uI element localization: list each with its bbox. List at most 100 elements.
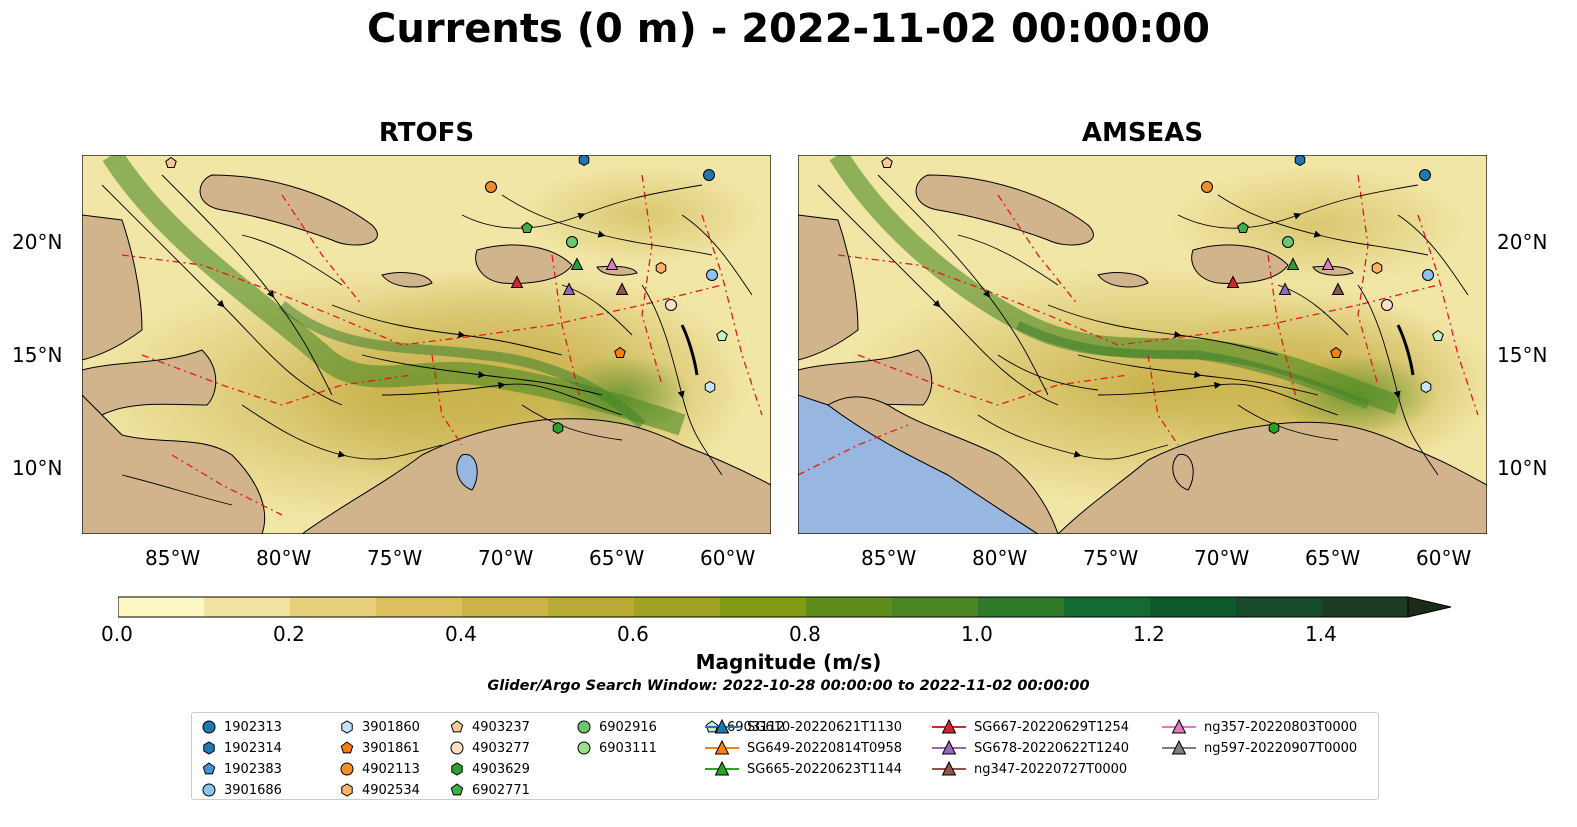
float-marker-icon xyxy=(1286,257,1300,270)
colorbar-segment xyxy=(376,597,463,617)
legend-label: SG665-20220623T1144 xyxy=(747,761,903,777)
legend-label: 3901860 xyxy=(362,719,420,735)
triangle-marker-icon xyxy=(1162,719,1196,734)
colorbar-tick-label: 0.6 xyxy=(617,622,649,646)
colorbar-tick-label: 1.2 xyxy=(1133,622,1165,646)
float-marker-icon xyxy=(1282,236,1294,248)
legend-label: 4903237 xyxy=(472,719,530,735)
pentagon-marker-icon xyxy=(450,720,464,733)
colorbar-tick-label: 1.4 xyxy=(1305,622,1337,646)
float-marker-icon xyxy=(703,169,715,181)
lon-tick-label: 75°W xyxy=(1083,546,1139,570)
lon-tick-label: 70°W xyxy=(478,546,534,570)
float-marker-icon xyxy=(1278,282,1292,295)
colorbar-title: Magnitude (m/s) xyxy=(695,650,882,674)
legend-label: 1902313 xyxy=(224,719,282,735)
float-marker-icon xyxy=(1331,282,1345,295)
legend: 1902313 1902314 1902383 3901686 3901860 39018… xyxy=(191,712,1379,800)
float-marker-icon xyxy=(1268,421,1280,435)
colorbar-tick-label: 0.0 xyxy=(101,622,133,646)
legend-item: SG678-20220622T1240 xyxy=(932,738,1129,758)
legend-item: 1902313 xyxy=(202,717,282,737)
colorbar-segment xyxy=(1322,597,1409,617)
legend-item: SG610-20220621T1130 xyxy=(705,717,902,737)
legend-label: 6903112 xyxy=(727,719,785,735)
legend-item: 4903237 xyxy=(450,717,530,737)
triangle-marker-icon xyxy=(932,740,966,755)
float-marker-icon xyxy=(1201,181,1213,193)
float-marker-icon xyxy=(1420,380,1432,394)
float-marker-icon xyxy=(1381,299,1393,311)
circle-marker-icon xyxy=(202,783,216,797)
float-marker-icon xyxy=(1419,169,1431,181)
colorbar-extend-triangle-icon xyxy=(1407,596,1452,618)
lat-tick-label: 10°N xyxy=(1497,456,1548,480)
float-marker-icon xyxy=(552,421,564,435)
lat-tick-label: 15°N xyxy=(12,343,63,367)
float-marker-icon xyxy=(1432,329,1444,341)
colorbar-segment xyxy=(1236,597,1323,617)
colorbar-segment xyxy=(892,597,979,617)
lat-tick-label: 20°N xyxy=(1497,230,1548,254)
legend-label: SG649-20220814T0958 xyxy=(747,740,903,756)
float-marker-icon xyxy=(1422,269,1434,281)
legend-label: 3901861 xyxy=(362,740,420,756)
triangle-marker-icon xyxy=(1162,740,1196,755)
legend-label: 4903277 xyxy=(472,740,530,756)
lon-tick-label: 80°W xyxy=(972,546,1028,570)
float-marker-icon xyxy=(704,380,716,394)
float-marker-icon xyxy=(655,261,667,275)
colorbar-tick-label: 0.8 xyxy=(789,622,821,646)
circle-marker-icon xyxy=(577,720,591,734)
circle-marker-icon xyxy=(202,720,216,734)
lat-tick-label: 20°N xyxy=(12,230,63,254)
legend-label: 1902383 xyxy=(224,761,282,777)
triangle-marker-icon xyxy=(932,719,966,734)
circle-marker-icon xyxy=(577,741,591,755)
colorbar xyxy=(118,596,1452,618)
colorbar-segment xyxy=(204,597,291,617)
legend-item: 4903277 xyxy=(450,738,530,758)
triangle-marker-icon xyxy=(705,761,739,776)
legend-item: 3901861 xyxy=(340,738,420,758)
colorbar-tick-label: 0.2 xyxy=(273,622,305,646)
colorbar-segment xyxy=(1150,597,1237,617)
lat-tick-label: 15°N xyxy=(1497,343,1548,367)
float-marker-icon xyxy=(1371,261,1383,275)
legend-label: 6903111 xyxy=(599,740,657,756)
legend-label: 4902534 xyxy=(362,782,420,798)
float-marker-icon xyxy=(665,299,677,311)
float-marker-icon xyxy=(716,329,728,341)
float-marker-icon xyxy=(165,156,177,168)
colorbar-segment xyxy=(806,597,893,617)
lon-tick-label: 75°W xyxy=(367,546,423,570)
colorbar-segment xyxy=(978,597,1065,617)
map-amseas xyxy=(798,155,1487,534)
legend-label: SG610-20220621T1130 xyxy=(747,719,903,735)
float-marker-icon xyxy=(706,269,718,281)
colorbar-segment xyxy=(118,597,205,617)
map-rtofs xyxy=(82,155,771,534)
legend-label: SG678-20220622T1240 xyxy=(974,740,1130,756)
float-marker-icon xyxy=(614,346,626,358)
legend-item: 1902383 xyxy=(202,759,282,779)
circle-marker-icon xyxy=(450,741,464,755)
legend-label: ng597-20220907T0000 xyxy=(1204,740,1358,756)
legend-item: 4903629 xyxy=(450,759,530,779)
legend-label: 1902314 xyxy=(224,740,282,756)
legend-item: 3901686 xyxy=(202,780,282,800)
legend-item: 6903111 xyxy=(577,738,657,758)
lon-tick-label: 65°W xyxy=(589,546,645,570)
float-marker-icon xyxy=(562,282,576,295)
hexagon-marker-icon xyxy=(203,741,215,755)
lon-tick-label: 60°W xyxy=(700,546,756,570)
legend-label: 4903629 xyxy=(472,761,530,777)
legend-item: ng357-20220803T0000 xyxy=(1162,717,1357,737)
float-marker-icon xyxy=(1330,346,1342,358)
float-marker-icon xyxy=(1226,275,1240,288)
float-marker-icon xyxy=(578,155,590,167)
hexagon-marker-icon xyxy=(341,720,353,734)
float-marker-icon xyxy=(1321,257,1335,270)
lon-tick-label: 85°W xyxy=(861,546,917,570)
float-marker-icon xyxy=(566,236,578,248)
